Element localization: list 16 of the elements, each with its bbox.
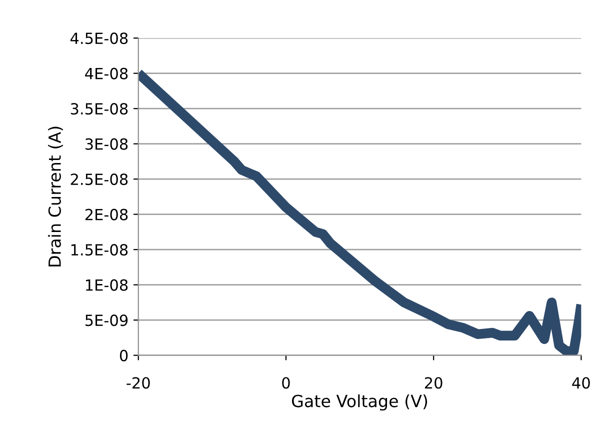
y-tick-label: 4E-08 [85,68,128,80]
x-tick-label: 0 [282,377,290,389]
y-tick-label: 4.5E-08 [70,32,128,44]
x-tick-label: 40 [572,377,590,389]
y-tick-label: 0 [120,350,128,362]
y-tick-label: 5E-09 [86,314,128,326]
y-tick-label: 3.5E-08 [70,103,128,115]
x-axis-title: Gate Voltage (V) [292,394,428,411]
x-tick-label: 20 [424,377,442,389]
y-tick-label: 1.5E-08 [71,244,128,256]
y-tick-label: 3E-08 [85,138,128,150]
y-tick-label: 2E-08 [85,208,128,220]
y-axis-title: Drain Current (A) [48,126,63,266]
y-tick-label: 2.5E-08 [70,174,128,186]
y-tick-label: 1E-08 [86,279,128,291]
x-tick-label: -20 [126,377,150,389]
